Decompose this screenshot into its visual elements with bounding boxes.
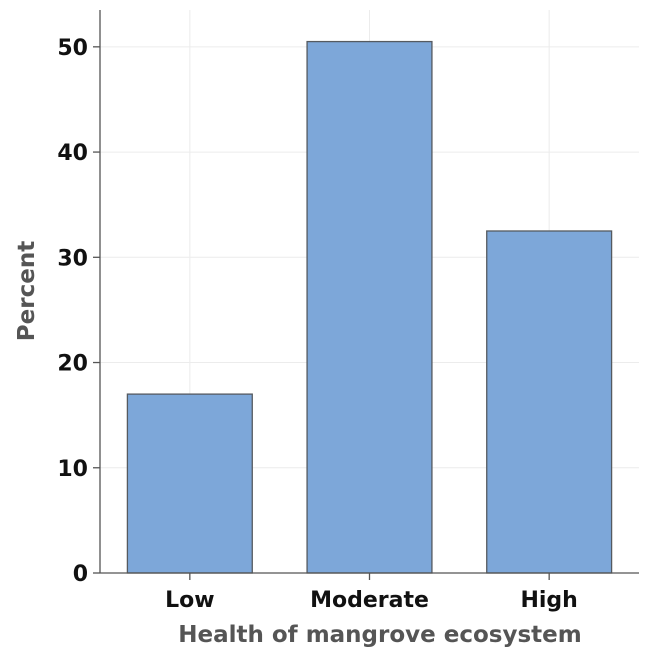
x-ticks: Low Moderate High bbox=[165, 573, 578, 613]
bars bbox=[126, 40, 613, 574]
y-tick-label: 10 bbox=[57, 457, 88, 482]
x-tick-label: High bbox=[520, 588, 577, 613]
bar-moderate bbox=[306, 40, 433, 574]
y-tick-label: 0 bbox=[73, 562, 88, 587]
x-axis-title: Health of mangrove ecosystem bbox=[178, 622, 581, 648]
y-tick-label: 30 bbox=[57, 246, 88, 271]
y-tick-label: 50 bbox=[57, 36, 88, 61]
y-tick-label: 40 bbox=[57, 141, 88, 166]
x-tick-label: Low bbox=[165, 588, 214, 613]
y-axis-title: Percent bbox=[14, 241, 40, 341]
bar-high bbox=[486, 230, 613, 574]
y-ticks: 0 10 20 30 40 50 bbox=[57, 36, 100, 587]
x-tick-label: Moderate bbox=[310, 588, 429, 613]
y-tick-label: 20 bbox=[57, 352, 88, 377]
bar-low bbox=[126, 393, 253, 574]
